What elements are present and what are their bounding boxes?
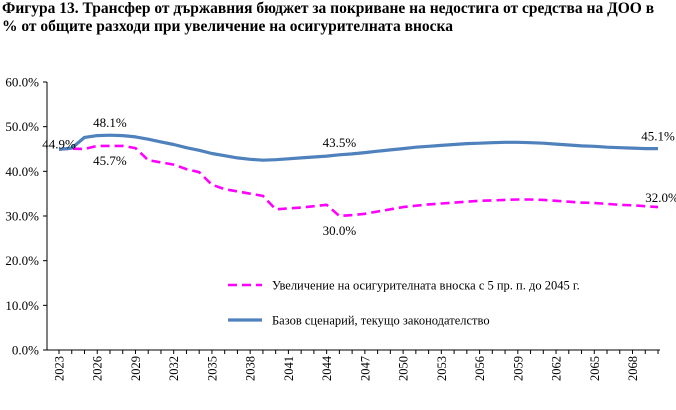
data-label: 30.0%: [323, 223, 357, 238]
y-tick-label: 30.0%: [5, 209, 39, 224]
x-tick-label: 2059: [511, 356, 525, 381]
x-tick-label: 2038: [244, 356, 258, 381]
x-tick-label: 2041: [282, 356, 296, 381]
data-label: 45.1%: [641, 129, 675, 144]
x-tick-label: 2035: [205, 356, 219, 381]
data-label: 32.0%: [645, 190, 676, 205]
y-tick-label: 20.0%: [5, 253, 39, 268]
x-tick-label: 2047: [358, 356, 372, 381]
legend-label-0: Увеличение на осигурителната вноска с 5 …: [272, 279, 580, 293]
x-tick-label: 2029: [129, 356, 143, 381]
data-label: 45.7%: [93, 153, 127, 168]
data-label: 43.5%: [323, 135, 357, 150]
x-tick-label: 2065: [588, 356, 602, 381]
x-tick-label: 2056: [473, 356, 487, 381]
data-label: 44.9%: [42, 136, 76, 151]
y-tick-label: 10.0%: [5, 298, 39, 313]
y-tick-label: 40.0%: [5, 164, 39, 179]
y-tick-label: 50.0%: [5, 119, 39, 134]
x-tick-label: 2068: [626, 356, 640, 381]
data-label: 48.1%: [93, 115, 127, 130]
x-tick-label: 2026: [91, 356, 105, 381]
y-tick-label: 60.0%: [5, 75, 39, 90]
x-tick-label: 2044: [320, 355, 334, 381]
x-tick-label: 2032: [167, 356, 181, 381]
chart-title: Фигура 13. Трансфер от държавния бюджет …: [2, 0, 655, 35]
x-tick-label: 2023: [53, 356, 67, 381]
x-tick-label: 2053: [435, 356, 449, 381]
x-tick-label: 2050: [397, 356, 411, 381]
series-line-0: [58, 144, 659, 218]
legend-label-1: Базов сценарий, текущо законодателство: [272, 314, 490, 328]
series-line-1: [58, 133, 658, 162]
x-tick-label: 2062: [550, 356, 564, 381]
y-tick-label: 0.0%: [12, 343, 39, 358]
